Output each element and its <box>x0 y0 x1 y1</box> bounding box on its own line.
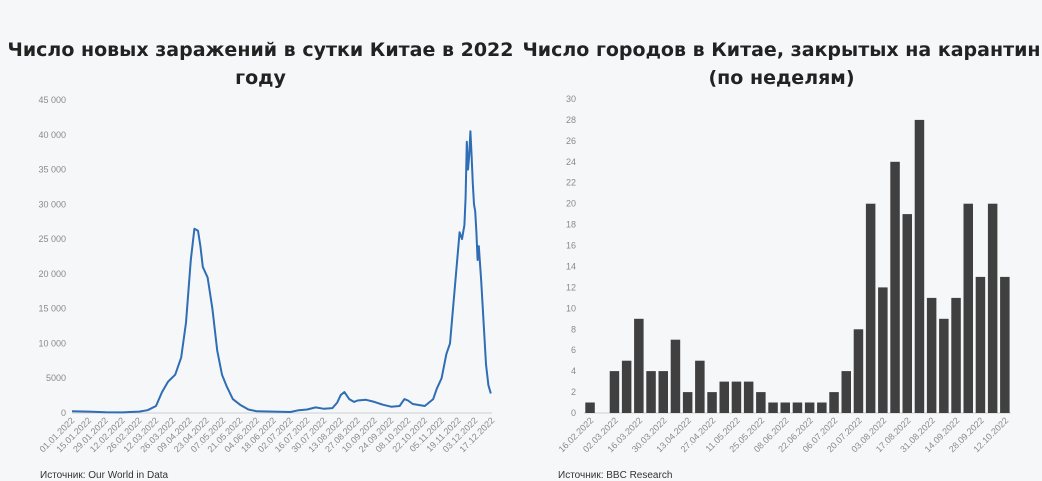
bar-x-tick-labels: 16.02.202202.03.202216.03.202230.03.2022… <box>557 415 1011 454</box>
quarantine-bar <box>878 287 888 413</box>
right-chart-title: Число городов в Китае, закрытых на каран… <box>521 36 1042 92</box>
quarantine-bar <box>841 371 851 413</box>
bar-y-tick-label: 20 <box>566 199 576 209</box>
line-y-tick-label: 25 000 <box>38 234 66 244</box>
bar-y-tick-label: 6 <box>571 345 576 355</box>
bar-y-tick-label: 2 <box>571 387 576 397</box>
bar-y-tick-label: 14 <box>566 261 576 271</box>
quarantine-bar <box>902 214 912 413</box>
bar-y-tick-label: 10 <box>566 303 576 313</box>
bar-y-tick-label: 22 <box>566 178 576 188</box>
quarantine-bar <box>646 371 656 413</box>
quarantine-bar <box>621 360 632 413</box>
bar-y-tick-label: 8 <box>571 324 576 334</box>
quarantine-bar <box>670 339 681 413</box>
line-x-tick-labels: 01.01.202215.01.202229.01.202212.02.2022… <box>37 415 496 454</box>
left-chart-source: Источник: Our World in Data <box>40 470 169 481</box>
left-chart-title-line2: году <box>235 67 286 89</box>
line-y-tick-label: 0 <box>61 408 66 418</box>
quarantine-bar <box>609 371 620 413</box>
quarantine-bar <box>853 329 864 413</box>
bar-y-tick-label: 30 <box>566 94 576 104</box>
quarantine-bar <box>1000 276 1010 413</box>
quarantine-bar <box>829 392 839 413</box>
quarantine-bar <box>707 392 717 413</box>
quarantine-bar <box>658 371 668 413</box>
right-chart-title-line1: Число городов в Китае, закрытых на каран… <box>522 39 1041 61</box>
infections-line-chart: 0 5000 10 000 15 000 20 000 25 000 30 000 35 00… <box>37 95 496 454</box>
quarantine-bar <box>719 381 729 413</box>
right-chart-title-line2: (по неделям) <box>708 67 855 89</box>
line-y-tick-label: 10 000 <box>38 338 66 348</box>
line-y-tick-label: 35 000 <box>38 165 66 175</box>
quarantine-bar <box>865 203 876 413</box>
quarantine-bar <box>963 203 973 413</box>
quarantine-bar <box>731 381 742 413</box>
line-y-tick-label: 45 000 <box>38 95 66 105</box>
line-y-tick-label: 5000 <box>46 373 66 383</box>
quarantine-bar <box>817 402 827 413</box>
right-chart-source: Источник: BBC Research <box>558 470 673 481</box>
bar-y-tick-label: 4 <box>571 366 576 376</box>
quarantine-bars <box>585 119 1010 414</box>
quarantine-bar <box>682 392 693 413</box>
quarantine-bar <box>756 392 766 413</box>
quarantine-bar <box>768 402 778 413</box>
quarantine-bar <box>926 297 937 413</box>
bar-y-tick-label: 12 <box>566 282 576 292</box>
line-y-tick-labels: 0 5000 10 000 15 000 20 000 25 000 30 000 35 00… <box>38 95 66 418</box>
quarantine-bar <box>975 276 986 413</box>
bar-y-tick-label: 26 <box>566 136 576 146</box>
line-y-tick-label: 20 000 <box>38 269 66 279</box>
quarantine-bar <box>914 119 925 414</box>
left-chart-panel: 0 5000 10 000 15 000 20 000 25 000 30 000 35 00… <box>0 36 521 481</box>
bar-y-tick-label: 18 <box>566 220 576 230</box>
quarantine-bar <box>585 402 595 413</box>
bar-y-tick-label: 0 <box>571 408 576 418</box>
right-chart-panel: 0 2 4 6 8 10 12 14 16 18 20 22 24 26 28 30 16.02.2022 02… <box>521 0 1042 481</box>
left-chart-title: Число новых заражений в сутки Китае в 20… <box>0 36 521 92</box>
quarantine-bar <box>939 318 949 413</box>
bar-y-tick-label: 24 <box>566 157 576 167</box>
quarantine-bar <box>743 381 754 413</box>
left-chart-title-line1: Число новых заражений в сутки Китае в 20… <box>7 39 514 61</box>
line-y-tick-label: 15 000 <box>38 304 66 314</box>
quarantine-bar <box>951 297 961 413</box>
infections-series-line <box>71 130 492 414</box>
line-y-tick-label: 40 000 <box>38 130 66 140</box>
quarantine-bar <box>792 402 803 413</box>
bar-y-tick-label: 16 <box>566 241 576 251</box>
quarantine-bar <box>987 203 998 413</box>
line-y-tick-label: 30 000 <box>38 199 66 209</box>
bar-y-tick-label: 28 <box>566 115 576 125</box>
quarantine-bar <box>695 360 705 413</box>
quarantine-bar <box>634 318 644 413</box>
quarantine-bar <box>804 402 815 413</box>
quarantine-bar <box>890 161 900 413</box>
quarantine-bar <box>780 402 790 413</box>
